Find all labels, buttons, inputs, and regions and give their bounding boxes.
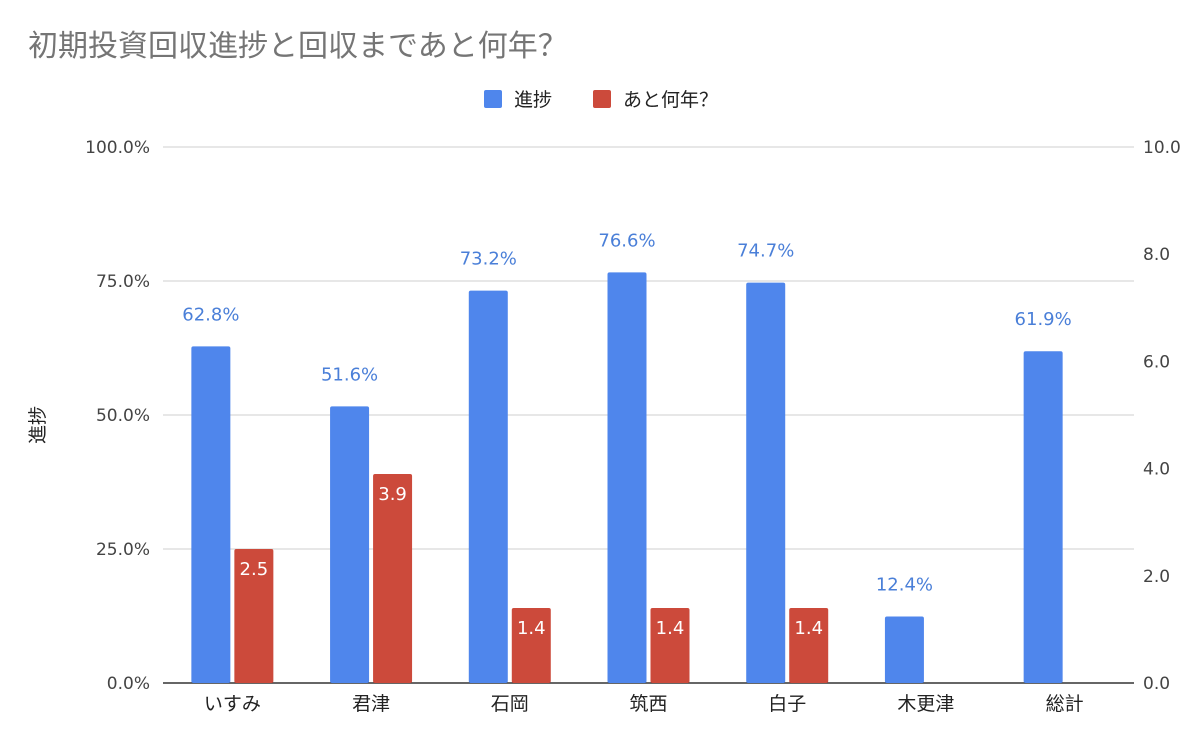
right-tick-label: 0.0 xyxy=(1143,674,1170,694)
category-labels: いすみ 君津 石岡 筑西 白子 木更津 総計 xyxy=(204,693,1084,715)
progress-bar xyxy=(191,346,231,683)
category-label: 君津 xyxy=(352,693,390,715)
years-bar xyxy=(789,607,829,683)
progress-bar xyxy=(468,290,508,683)
left-axis-ticks: 0.0% 25.0% 50.0% 75.0% 100.0% xyxy=(85,138,150,694)
progress-bar xyxy=(746,282,786,683)
legend-swatch-2 xyxy=(593,90,611,108)
progress-data-label: 12.4% xyxy=(876,575,933,596)
legend: 進捗 あと何年？ xyxy=(484,89,718,111)
category-label: 白子 xyxy=(768,693,806,715)
right-tick-label: 8.0 xyxy=(1143,245,1170,265)
years-bar xyxy=(511,607,551,683)
progress-data-label: 61.9% xyxy=(1015,309,1072,330)
progress-data-label: 62.8% xyxy=(182,304,239,325)
right-tick-label: 2.0 xyxy=(1143,567,1170,587)
category-label: いすみ xyxy=(204,693,261,715)
left-tick-label: 75.0% xyxy=(96,272,150,292)
legend-label-2: あと何年？ xyxy=(623,89,718,111)
years-data-label: 2.5 xyxy=(240,559,269,580)
gridlines xyxy=(163,146,1134,684)
years-data-label: 1.4 xyxy=(794,618,823,639)
category-label: 木更津 xyxy=(897,693,954,715)
data-labels: 62.8% 2.5 51.6% 3.9 73.2% 1.4 76.6% 1.4 74.7% 1.4… xyxy=(182,230,1071,639)
left-tick-label: 100.0% xyxy=(85,138,150,158)
progress-data-label: 51.6% xyxy=(321,364,378,385)
years-bar xyxy=(234,549,274,683)
category-label: 石岡 xyxy=(491,693,529,715)
bars xyxy=(191,272,1063,683)
progress-data-label: 74.7% xyxy=(737,241,794,262)
category-label: 総計 xyxy=(1046,693,1084,715)
years-data-label: 1.4 xyxy=(656,618,685,639)
progress-bar xyxy=(330,406,370,683)
years-data-label: 3.9 xyxy=(378,484,407,505)
progress-bar xyxy=(607,272,647,683)
left-tick-label: 50.0% xyxy=(96,406,150,426)
legend-label-1: 進捗 xyxy=(514,89,552,111)
legend-swatch-1 xyxy=(484,90,502,108)
years-bar xyxy=(650,607,690,683)
progress-bar xyxy=(884,616,924,683)
left-tick-label: 25.0% xyxy=(96,540,150,560)
left-axis-title: 進捗 xyxy=(27,406,49,444)
right-tick-label: 4.0 xyxy=(1143,460,1170,480)
progress-data-label: 73.2% xyxy=(460,249,517,270)
progress-data-label: 76.6% xyxy=(598,230,655,251)
right-tick-label: 10.0 xyxy=(1143,138,1181,158)
progress-bar xyxy=(1023,351,1063,683)
category-label: 筑西 xyxy=(629,693,667,715)
chart-title: 初期投資回収進捗と回収まであと何年？ xyxy=(28,29,568,64)
right-tick-label: 6.0 xyxy=(1143,352,1170,372)
years-bar xyxy=(373,473,413,683)
right-axis-ticks: 0.0 2.0 4.0 6.0 8.0 10.0 xyxy=(1143,138,1181,694)
left-tick-label: 0.0% xyxy=(107,674,150,694)
years-data-label: 1.4 xyxy=(517,618,546,639)
